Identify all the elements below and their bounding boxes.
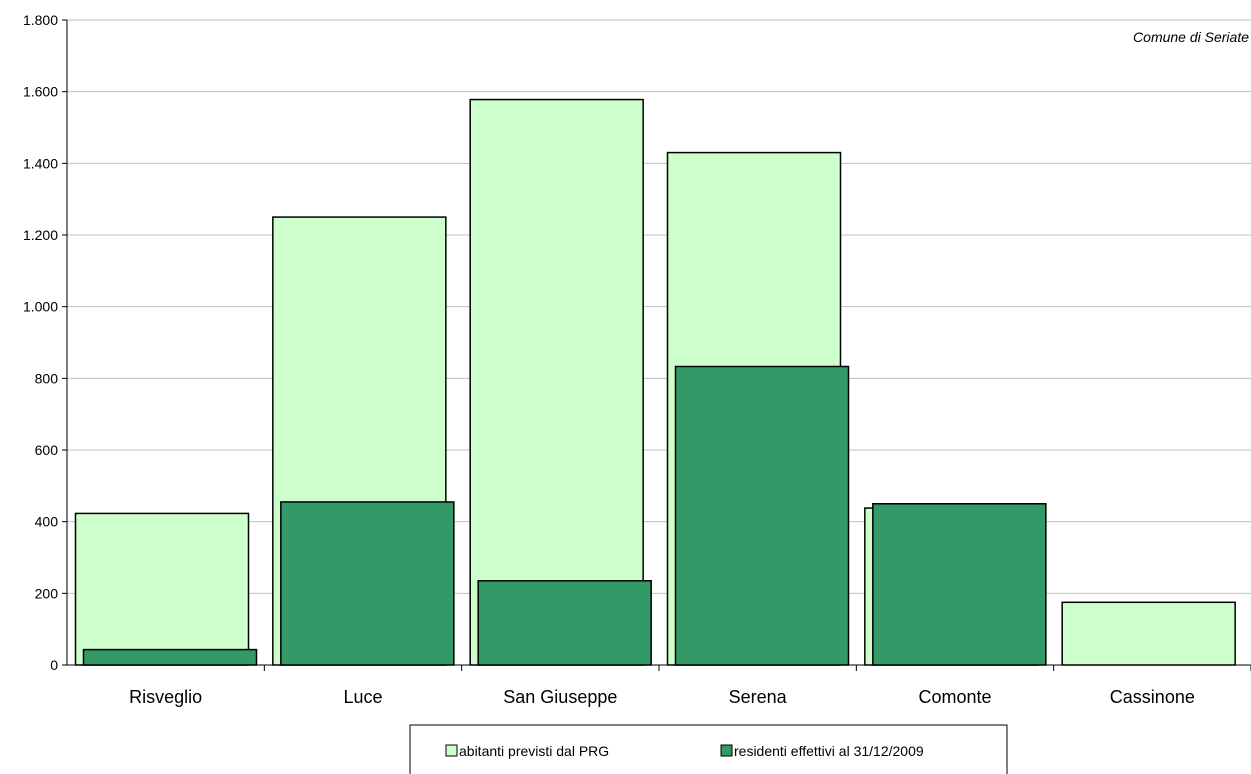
x-tick-label: Serena bbox=[729, 687, 788, 707]
y-tick-label: 1.800 bbox=[23, 12, 58, 28]
bar-residenti bbox=[280, 501, 455, 666]
gridlines bbox=[67, 19, 1251, 594]
y-axis-ticks: 0 200 400 600 800 1.000 1.200 1.400 1.600 1.800 bbox=[23, 12, 67, 673]
bars bbox=[74, 98, 1236, 666]
y-tick-label: 600 bbox=[35, 442, 59, 458]
x-tick-label: Comonte bbox=[918, 687, 991, 707]
x-tick-label: Cassinone bbox=[1110, 687, 1195, 707]
bar-previsti bbox=[74, 512, 250, 666]
legend-box bbox=[409, 724, 1008, 774]
y-tick-label: 0 bbox=[50, 657, 58, 673]
legend-label-previsti: abitanti previsti dal PRG bbox=[459, 743, 609, 759]
y-tick-label: 200 bbox=[35, 585, 59, 601]
x-tick-label: Luce bbox=[343, 687, 382, 707]
y-tick-label: 1.000 bbox=[23, 299, 58, 315]
bar-residenti bbox=[477, 580, 652, 666]
bar-residenti bbox=[674, 365, 850, 666]
bar-previsti bbox=[1061, 601, 1236, 666]
legend: abitanti previsti dal PRG residenti effe… bbox=[409, 724, 1008, 774]
x-tick-label: Risveglio bbox=[129, 687, 202, 707]
y-tick-label: 800 bbox=[35, 370, 59, 386]
y-tick-label: 1.200 bbox=[23, 227, 58, 243]
bar-residenti bbox=[82, 648, 258, 666]
chart-annotation: Comune di Seriate bbox=[1133, 29, 1249, 45]
y-tick-label: 400 bbox=[35, 514, 59, 530]
legend-label-residenti: residenti effettivi al 31/12/2009 bbox=[734, 743, 924, 759]
y-tick-label: 1.400 bbox=[23, 155, 58, 171]
x-axis-ticks: Risveglio Luce San Giuseppe Serena Comonte Ca… bbox=[129, 665, 1251, 707]
bar-residenti bbox=[872, 503, 1047, 666]
legend-swatch-previsti bbox=[445, 744, 458, 757]
legend-swatch-residenti bbox=[720, 744, 733, 757]
bar-previsti bbox=[469, 98, 644, 666]
y-tick-label: 1.600 bbox=[23, 84, 58, 100]
x-tick-label: San Giuseppe bbox=[503, 687, 617, 707]
